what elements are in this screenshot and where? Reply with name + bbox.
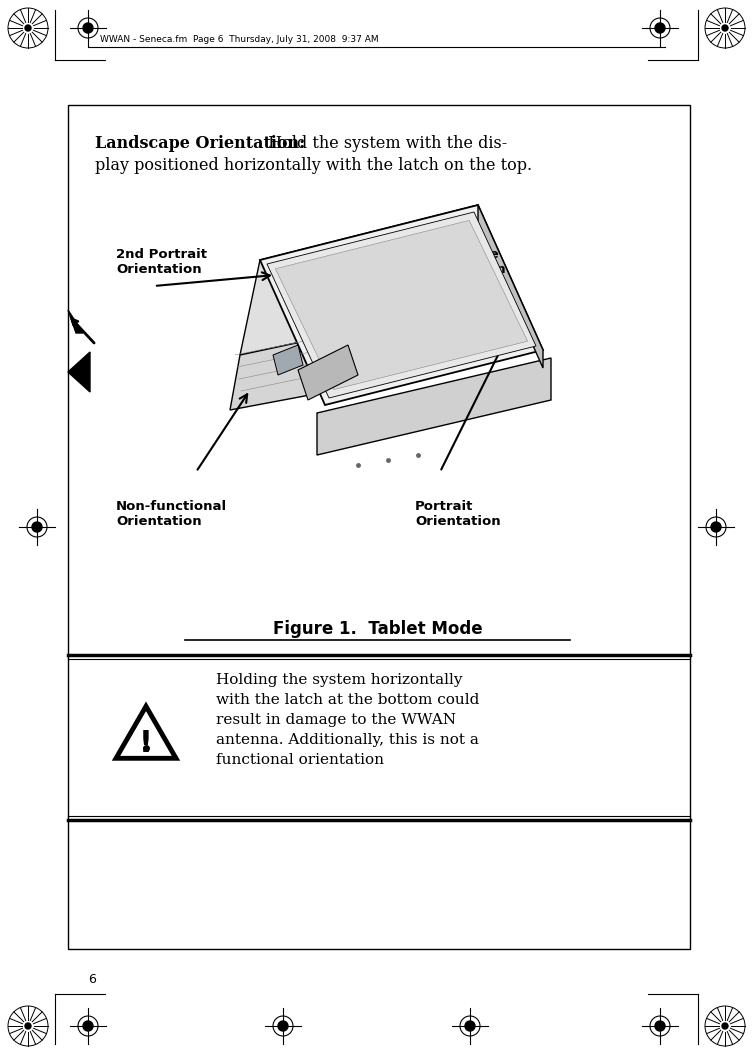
Polygon shape (260, 204, 543, 405)
Circle shape (25, 1023, 31, 1029)
Polygon shape (230, 300, 523, 410)
Circle shape (465, 1021, 475, 1031)
Polygon shape (276, 220, 528, 390)
Text: 2nd Portrait
Orientation: 2nd Portrait Orientation (116, 248, 207, 276)
Polygon shape (298, 345, 358, 401)
Circle shape (655, 23, 665, 33)
Circle shape (278, 1021, 288, 1031)
Circle shape (32, 522, 42, 532)
Text: Landscape Orientation:: Landscape Orientation: (95, 135, 305, 152)
Polygon shape (478, 204, 543, 368)
Circle shape (25, 25, 31, 31)
Text: Landscape
Orientation: Landscape Orientation (420, 248, 505, 276)
Bar (68, 105, 690, 949)
Polygon shape (68, 352, 90, 392)
Text: Hold the system with the dis-: Hold the system with the dis- (263, 135, 508, 152)
Circle shape (655, 1021, 665, 1031)
Circle shape (83, 23, 93, 33)
Text: WWAN - Seneca.fm  Page 6  Thursday, July 31, 2008  9:37 AM: WWAN - Seneca.fm Page 6 Thursday, July 3… (100, 35, 379, 44)
Polygon shape (116, 706, 176, 758)
Polygon shape (273, 345, 303, 375)
Polygon shape (68, 310, 83, 333)
Text: Portrait
Orientation: Portrait Orientation (415, 500, 501, 528)
Circle shape (722, 25, 728, 31)
Text: Holding the system horizontally
with the latch at the bottom could
result in dam: Holding the system horizontally with the… (216, 674, 480, 767)
Text: !: ! (139, 729, 153, 758)
Polygon shape (317, 358, 551, 455)
Text: 6: 6 (88, 973, 96, 985)
Text: Non-functional
Orientation: Non-functional Orientation (116, 500, 227, 528)
Polygon shape (240, 204, 498, 355)
Text: Figure 1.  Tablet Mode: Figure 1. Tablet Mode (273, 620, 483, 638)
Circle shape (722, 1023, 728, 1029)
Circle shape (711, 522, 721, 532)
Circle shape (83, 1021, 93, 1031)
Polygon shape (267, 212, 536, 398)
Text: play positioned horizontally with the latch on the top.: play positioned horizontally with the la… (95, 157, 532, 174)
